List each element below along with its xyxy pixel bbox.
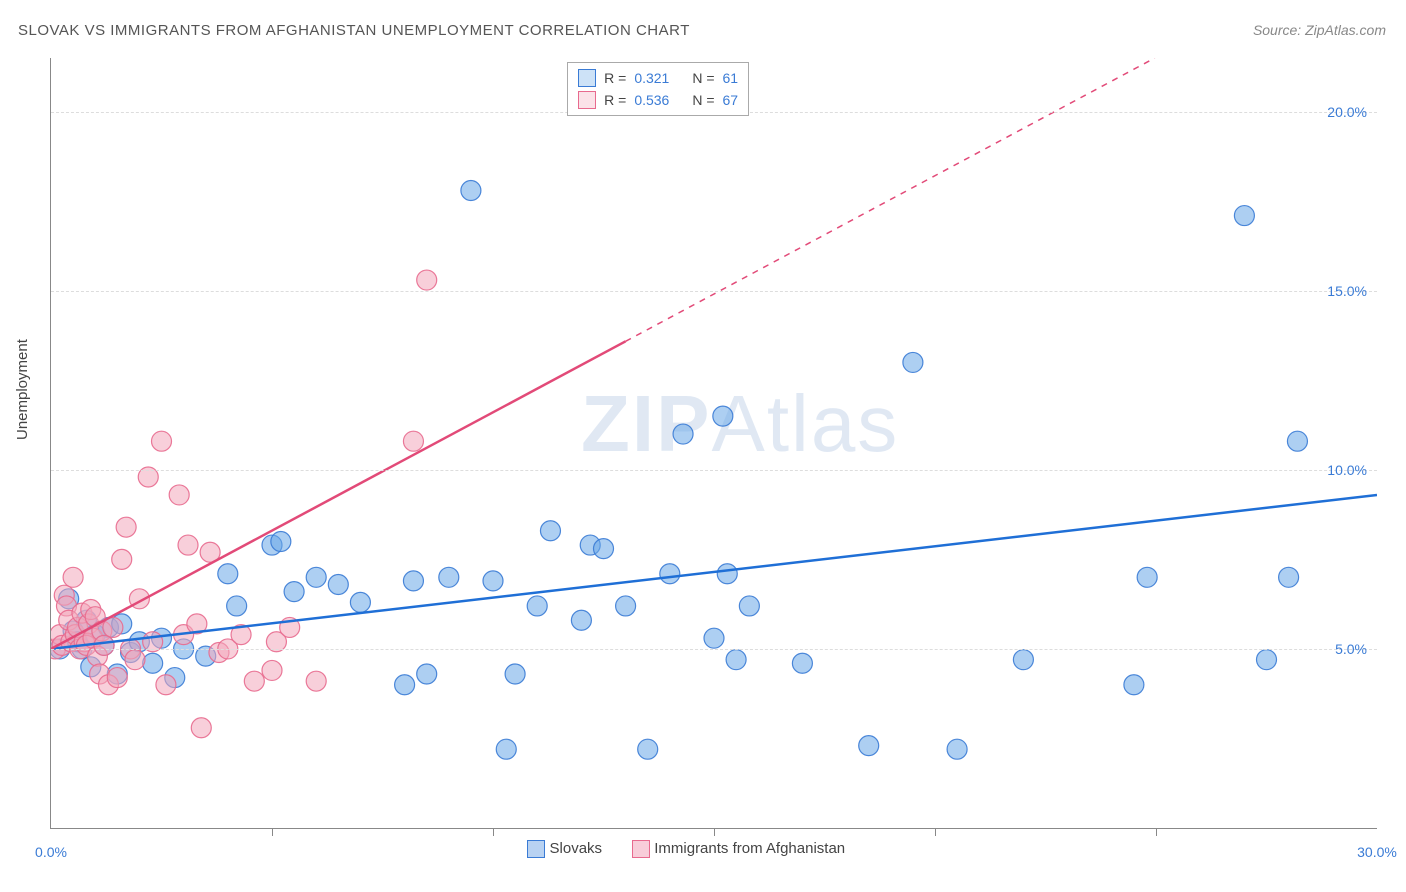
scatter-point [112, 549, 132, 569]
scatter-point [94, 635, 114, 655]
x-tick-label: 0.0% [35, 844, 67, 860]
scatter-point [1013, 650, 1033, 670]
scatter-point [156, 675, 176, 695]
scatter-point [1279, 567, 1299, 587]
scatter-point [1124, 675, 1144, 695]
scatter-point [739, 596, 759, 616]
scatter-point [116, 517, 136, 537]
r-label: R = [604, 92, 626, 108]
scatter-point [125, 650, 145, 670]
scatter-point [1287, 431, 1307, 451]
scatter-point [143, 653, 163, 673]
scatter-point [594, 539, 614, 559]
scatter-point [571, 610, 591, 630]
y-tick-label: 20.0% [1327, 104, 1367, 120]
y-tick-label: 5.0% [1335, 641, 1367, 657]
scatter-point [271, 531, 291, 551]
scatter-point [461, 181, 481, 201]
scatter-point [439, 567, 459, 587]
scatter-point [306, 567, 326, 587]
x-tick-label: 30.0% [1357, 844, 1397, 860]
n-value: 67 [723, 92, 739, 108]
scatter-point [350, 592, 370, 612]
trend-line [51, 495, 1377, 649]
legend-swatch [527, 840, 545, 858]
scatter-point [673, 424, 693, 444]
n-value: 61 [723, 70, 739, 86]
chart-svg [51, 58, 1377, 828]
scatter-point [903, 352, 923, 372]
scatter-point [638, 739, 658, 759]
scatter-point [1257, 650, 1277, 670]
scatter-point [947, 739, 967, 759]
scatter-point [1234, 206, 1254, 226]
legend-swatch [578, 91, 596, 109]
scatter-point [704, 628, 724, 648]
legend-row: R = 0.321 N = 61 [578, 67, 738, 89]
scatter-point [483, 571, 503, 591]
x-tick [714, 828, 715, 836]
legend-row: R = 0.536 N = 67 [578, 89, 738, 111]
gridline-h [51, 649, 1377, 650]
scatter-point [616, 596, 636, 616]
legend-label: Immigrants from Afghanistan [654, 840, 845, 857]
scatter-point [527, 596, 547, 616]
scatter-point [227, 596, 247, 616]
x-tick [1156, 828, 1157, 836]
scatter-point [262, 660, 282, 680]
scatter-point [328, 574, 348, 594]
scatter-point [713, 406, 733, 426]
legend-swatch [578, 69, 596, 87]
scatter-point [107, 668, 127, 688]
y-tick-label: 15.0% [1327, 283, 1367, 299]
scatter-point [792, 653, 812, 673]
legend-item: Slovaks [527, 840, 602, 858]
scatter-point [717, 564, 737, 584]
scatter-plot: ZIPAtlas 5.0%10.0%15.0%20.0%0.0%30.0% [50, 58, 1377, 829]
scatter-point [63, 567, 83, 587]
scatter-point [726, 650, 746, 670]
scatter-point [306, 671, 326, 691]
scatter-point [417, 270, 437, 290]
scatter-point [178, 535, 198, 555]
legend-label: Slovaks [550, 840, 603, 857]
scatter-point [284, 582, 304, 602]
x-tick [493, 828, 494, 836]
scatter-point [395, 675, 415, 695]
scatter-point [417, 664, 437, 684]
y-axis-title: Unemployment [14, 339, 31, 440]
gridline-h [51, 291, 1377, 292]
source-attribution: Source: ZipAtlas.com [1253, 22, 1386, 38]
scatter-point [859, 736, 879, 756]
r-value: 0.321 [634, 70, 684, 86]
scatter-point [540, 521, 560, 541]
scatter-point [169, 485, 189, 505]
y-tick-label: 10.0% [1327, 462, 1367, 478]
scatter-point [244, 671, 264, 691]
series-legend: Slovaks Immigrants from Afghanistan [527, 840, 845, 858]
scatter-point [403, 571, 423, 591]
gridline-h [51, 470, 1377, 471]
scatter-point [403, 431, 423, 451]
chart-title: SLOVAK VS IMMIGRANTS FROM AFGHANISTAN UN… [18, 22, 690, 39]
x-tick [272, 828, 273, 836]
legend-item: Immigrants from Afghanistan [632, 840, 845, 858]
scatter-point [1137, 567, 1157, 587]
n-label: N = [692, 70, 714, 86]
n-label: N = [692, 92, 714, 108]
r-value: 0.536 [634, 92, 684, 108]
scatter-point [496, 739, 516, 759]
scatter-point [505, 664, 525, 684]
x-tick [935, 828, 936, 836]
scatter-point [660, 564, 680, 584]
correlation-legend: R = 0.321 N = 61 R = 0.536 N = 67 [567, 62, 749, 116]
legend-swatch [632, 840, 650, 858]
scatter-point [152, 431, 172, 451]
r-label: R = [604, 70, 626, 86]
scatter-point [218, 564, 238, 584]
scatter-point [191, 718, 211, 738]
